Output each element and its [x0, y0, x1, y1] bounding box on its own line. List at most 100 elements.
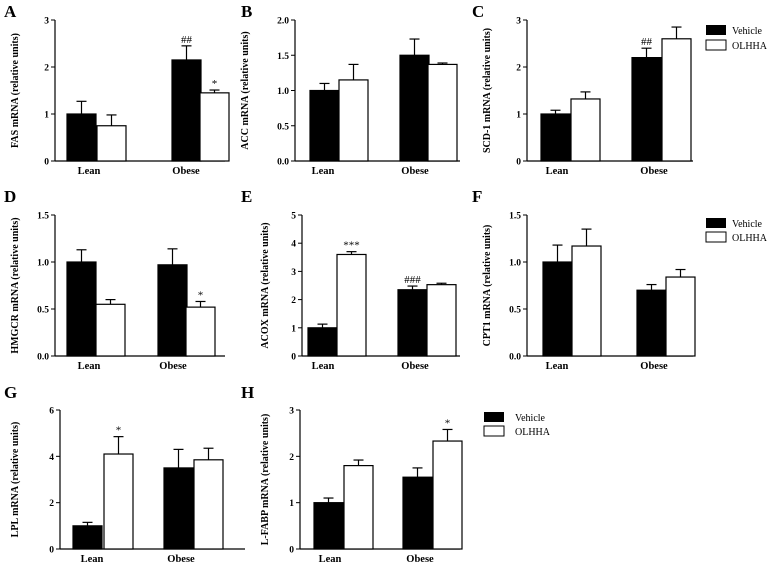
panel-letter: H [241, 383, 254, 402]
bar-olhha-lean [570, 98, 601, 162]
y-axis-label: SCD-1 mRNA (relative units) [482, 28, 493, 153]
x-category-label: Obese [401, 361, 429, 372]
y-tick-label: 6 [49, 407, 54, 417]
bar-olhha-obese [432, 440, 463, 550]
legend-middle: Vehicle OLHHA [705, 218, 768, 244]
panel-letter: B [241, 2, 252, 21]
panel-c: C SCD-1 mRNA (relative units) 0 1 2 3 Lean Obes… [472, 2, 693, 177]
bar-olhha-obese [661, 38, 692, 162]
y-tick-label: 5 [291, 212, 296, 222]
panel-letter: E [241, 187, 252, 206]
bar-vehicle-lean [72, 525, 103, 550]
y-tick-label: 0.5 [37, 306, 49, 316]
legend-swatch-olhha [705, 231, 727, 243]
x-category-label: Lean [312, 361, 335, 372]
y-tick-label: 0 [289, 546, 294, 556]
bar-olhha-lean [103, 453, 134, 550]
y-tick-label: 3 [289, 407, 294, 417]
x-category-label: Obese [640, 361, 668, 372]
panel-letter: D [4, 187, 16, 206]
panel-f: F CPT1 mRNA (relative units) 0.0 0.5 1.0 1.5 L… [472, 187, 696, 372]
y-tick-label: 1 [44, 111, 49, 121]
y-tick-label: 3 [291, 268, 296, 278]
x-category-label: Obese [406, 554, 434, 564]
x-category-label: Lean [546, 361, 569, 372]
y-tick-label: 0 [516, 158, 521, 168]
x-category-label: Obese [640, 166, 668, 177]
y-tick-label: 0 [49, 546, 54, 556]
bar-vehicle-obese [402, 476, 433, 550]
legend-swatch-vehicle [484, 412, 504, 422]
bar-olhha-obese [199, 92, 230, 162]
bar-olhha-lean [338, 79, 369, 162]
significance-marker: * [198, 289, 204, 301]
legend-swatch-vehicle [706, 218, 726, 228]
x-category-label: Lean [78, 166, 101, 177]
y-tick-label: 4 [49, 453, 54, 463]
y-tick-label: 1.0 [277, 87, 289, 97]
significance-marker: ### [404, 274, 421, 286]
legend-label-olhha: OLHHA [515, 427, 551, 438]
y-tick-label: 1 [289, 499, 294, 509]
panel-e: E ACOX mRNA (relative units) 0 1 2 3 4 5 Lean Obe… [241, 187, 460, 372]
panel-d: D HMGCR mRNA (relative units) 0.0 0.5 1.0 1.5… [4, 187, 225, 372]
y-tick-label: 0 [291, 353, 296, 363]
y-axis-label: CPT1 mRNA (relative units) [482, 225, 493, 347]
bar-vehicle-obese [163, 467, 194, 550]
y-tick-label: 1 [291, 324, 296, 334]
y-tick-label: 0.5 [277, 122, 289, 132]
legend-swatch-olhha [483, 425, 505, 437]
y-axis-label: LPL mRNA (relative units) [10, 422, 21, 538]
x-category-label: Lean [546, 166, 569, 177]
y-tick-label: 1 [516, 111, 521, 121]
significance-marker: * [116, 425, 122, 437]
panel-letter: F [472, 187, 482, 206]
bar-olhha-lean [343, 465, 374, 550]
panel-letter: A [4, 2, 17, 21]
bar-olhha-obese [427, 63, 458, 162]
y-tick-label: 0.0 [509, 353, 521, 363]
bar-olhha-obese [193, 459, 224, 550]
legend-label-vehicle: Vehicle [732, 219, 763, 230]
bar-vehicle-lean [540, 113, 571, 162]
panel-g: G LPL mRNA (relative units) 0 2 4 6 Lean Obese * [4, 383, 245, 564]
y-tick-label: 0.0 [37, 353, 49, 363]
bar-olhha-lean [96, 125, 127, 162]
x-category-label: Obese [167, 554, 195, 564]
bar-olhha-lean [95, 303, 126, 357]
legend-top: Vehicle OLHHA [705, 25, 768, 52]
bar-vehicle-lean [309, 89, 340, 162]
bar-vehicle-obese [636, 289, 667, 357]
bar-vehicle-lean [542, 261, 573, 357]
legend-swatch-olhha [705, 39, 727, 51]
y-axis-label: HMGCR mRNA (relative units) [10, 217, 21, 353]
significance-marker: ## [181, 34, 193, 46]
y-tick-label: 3 [516, 17, 521, 27]
bar-olhha-lean [336, 253, 367, 357]
y-tick-label: 4 [291, 240, 296, 250]
significance-marker: *** [343, 240, 360, 252]
y-tick-label: 2.0 [277, 17, 289, 27]
significance-marker: * [445, 417, 451, 429]
bar-olhha-obese [426, 284, 457, 357]
legend-bottom: Vehicle OLHHA [483, 412, 551, 438]
legend-swatch-vehicle [706, 25, 726, 35]
bar-olhha-lean [571, 245, 602, 357]
y-axis-label: L-FABP mRNA (relative units) [260, 414, 271, 546]
panel-letter: C [472, 2, 484, 21]
bar-vehicle-obese [171, 59, 202, 162]
panel-letter: G [4, 383, 17, 402]
x-category-label: Lean [78, 361, 101, 372]
bar-olhha-obese [665, 276, 696, 357]
bar-vehicle-lean [313, 502, 344, 550]
x-category-label: Obese [172, 166, 200, 177]
bar-vehicle-lean [307, 327, 338, 357]
legend-label-vehicle: Vehicle [732, 26, 763, 37]
y-tick-label: 2 [44, 64, 49, 74]
y-tick-label: 1.5 [277, 52, 289, 62]
bar-olhha-obese [185, 306, 216, 357]
y-tick-label: 1.0 [37, 259, 49, 269]
y-tick-label: 0 [44, 158, 49, 168]
y-tick-label: 1.5 [37, 212, 49, 222]
